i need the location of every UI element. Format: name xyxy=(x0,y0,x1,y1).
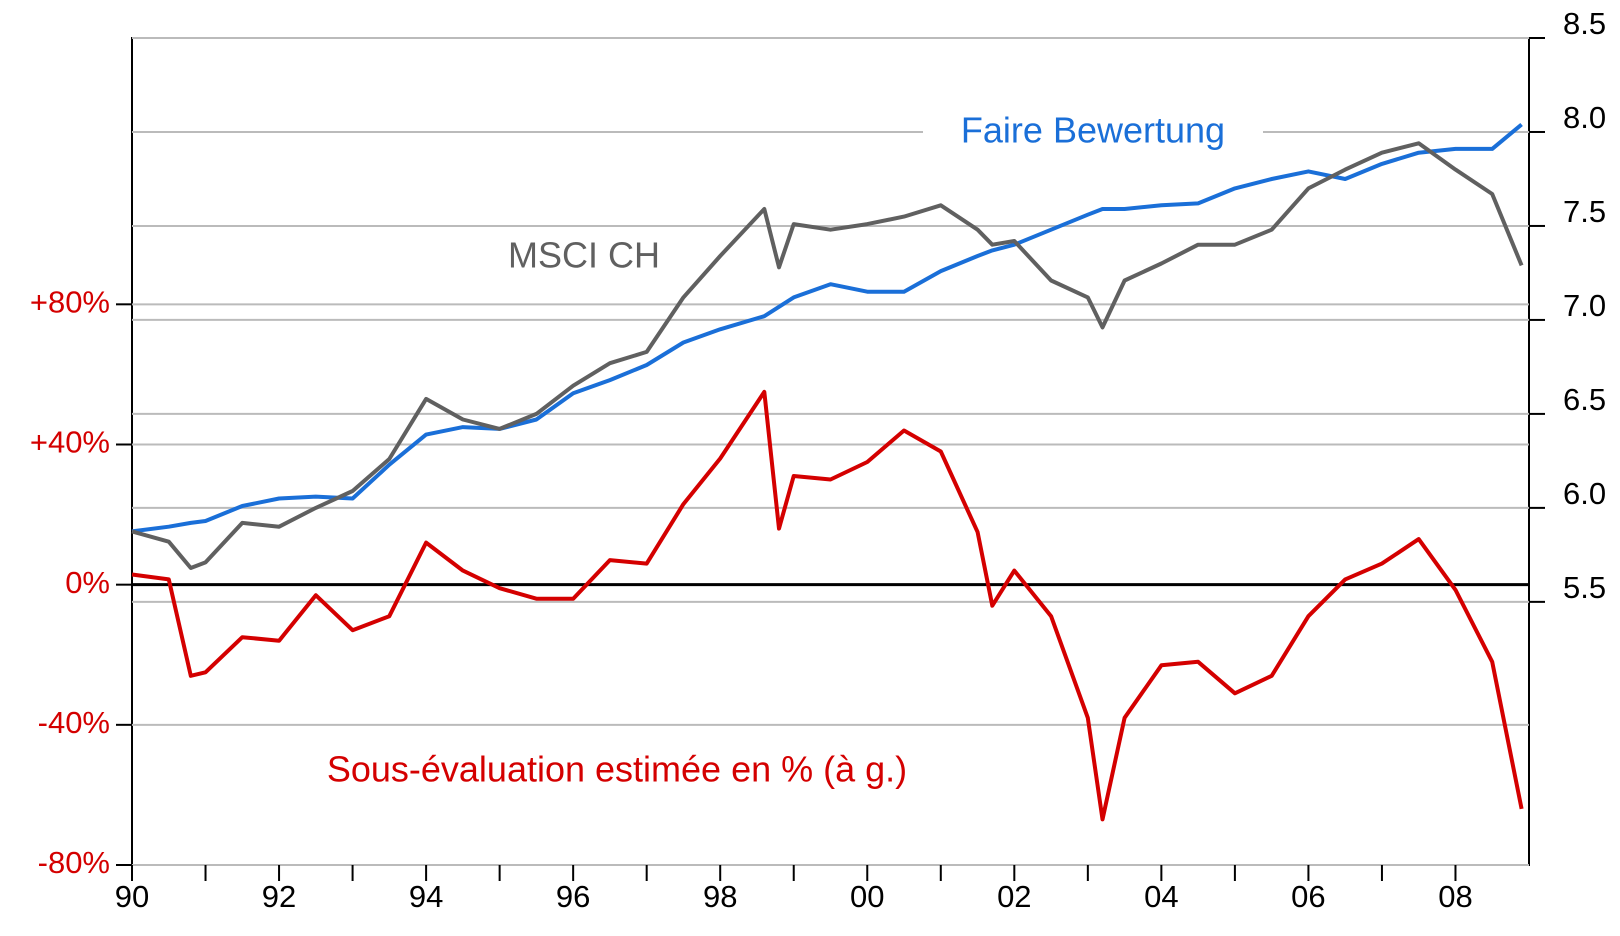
y-tick-label: -80% xyxy=(38,845,110,880)
series-label: Sous-évaluation estimée en % (à g.) xyxy=(327,749,907,790)
y2-tick-label: 6.0 xyxy=(1563,476,1606,511)
plot-frame xyxy=(131,37,1530,866)
x-tick-label: 98 xyxy=(703,879,737,914)
x-tick-label: 92 xyxy=(262,879,296,914)
y2-tick-label: 7.0 xyxy=(1563,288,1606,323)
y2-tick-label: 5.5 xyxy=(1563,570,1606,605)
label-backdrop xyxy=(923,111,1263,155)
y-tick-label: -40% xyxy=(38,705,110,740)
x-tick-label: 94 xyxy=(409,879,443,914)
series-line xyxy=(131,389,1524,822)
series-label: MSCI CH xyxy=(508,235,660,276)
x-tick-label: 04 xyxy=(1144,879,1178,914)
series-line xyxy=(131,141,1524,570)
x-tick-label: 02 xyxy=(997,879,1031,914)
y2-tick-label: 7.5 xyxy=(1563,194,1606,229)
series-line xyxy=(131,122,1523,534)
y2-tick-label: 8.0 xyxy=(1563,100,1606,135)
x-tick-label: 06 xyxy=(1291,879,1325,914)
y-tick-label: +80% xyxy=(30,285,110,320)
x-tick-label: 00 xyxy=(850,879,884,914)
y2-tick-label: 8.5 xyxy=(1563,6,1606,41)
x-tick-label: 08 xyxy=(1438,879,1472,914)
x-tick-label: 96 xyxy=(556,879,590,914)
y-tick-label: 0% xyxy=(65,565,110,600)
x-tick-label: 90 xyxy=(115,879,149,914)
series-label: Faire Bewertung xyxy=(961,110,1225,151)
y2-tick-label: 6.5 xyxy=(1563,382,1606,417)
y-tick-label: +40% xyxy=(30,425,110,460)
